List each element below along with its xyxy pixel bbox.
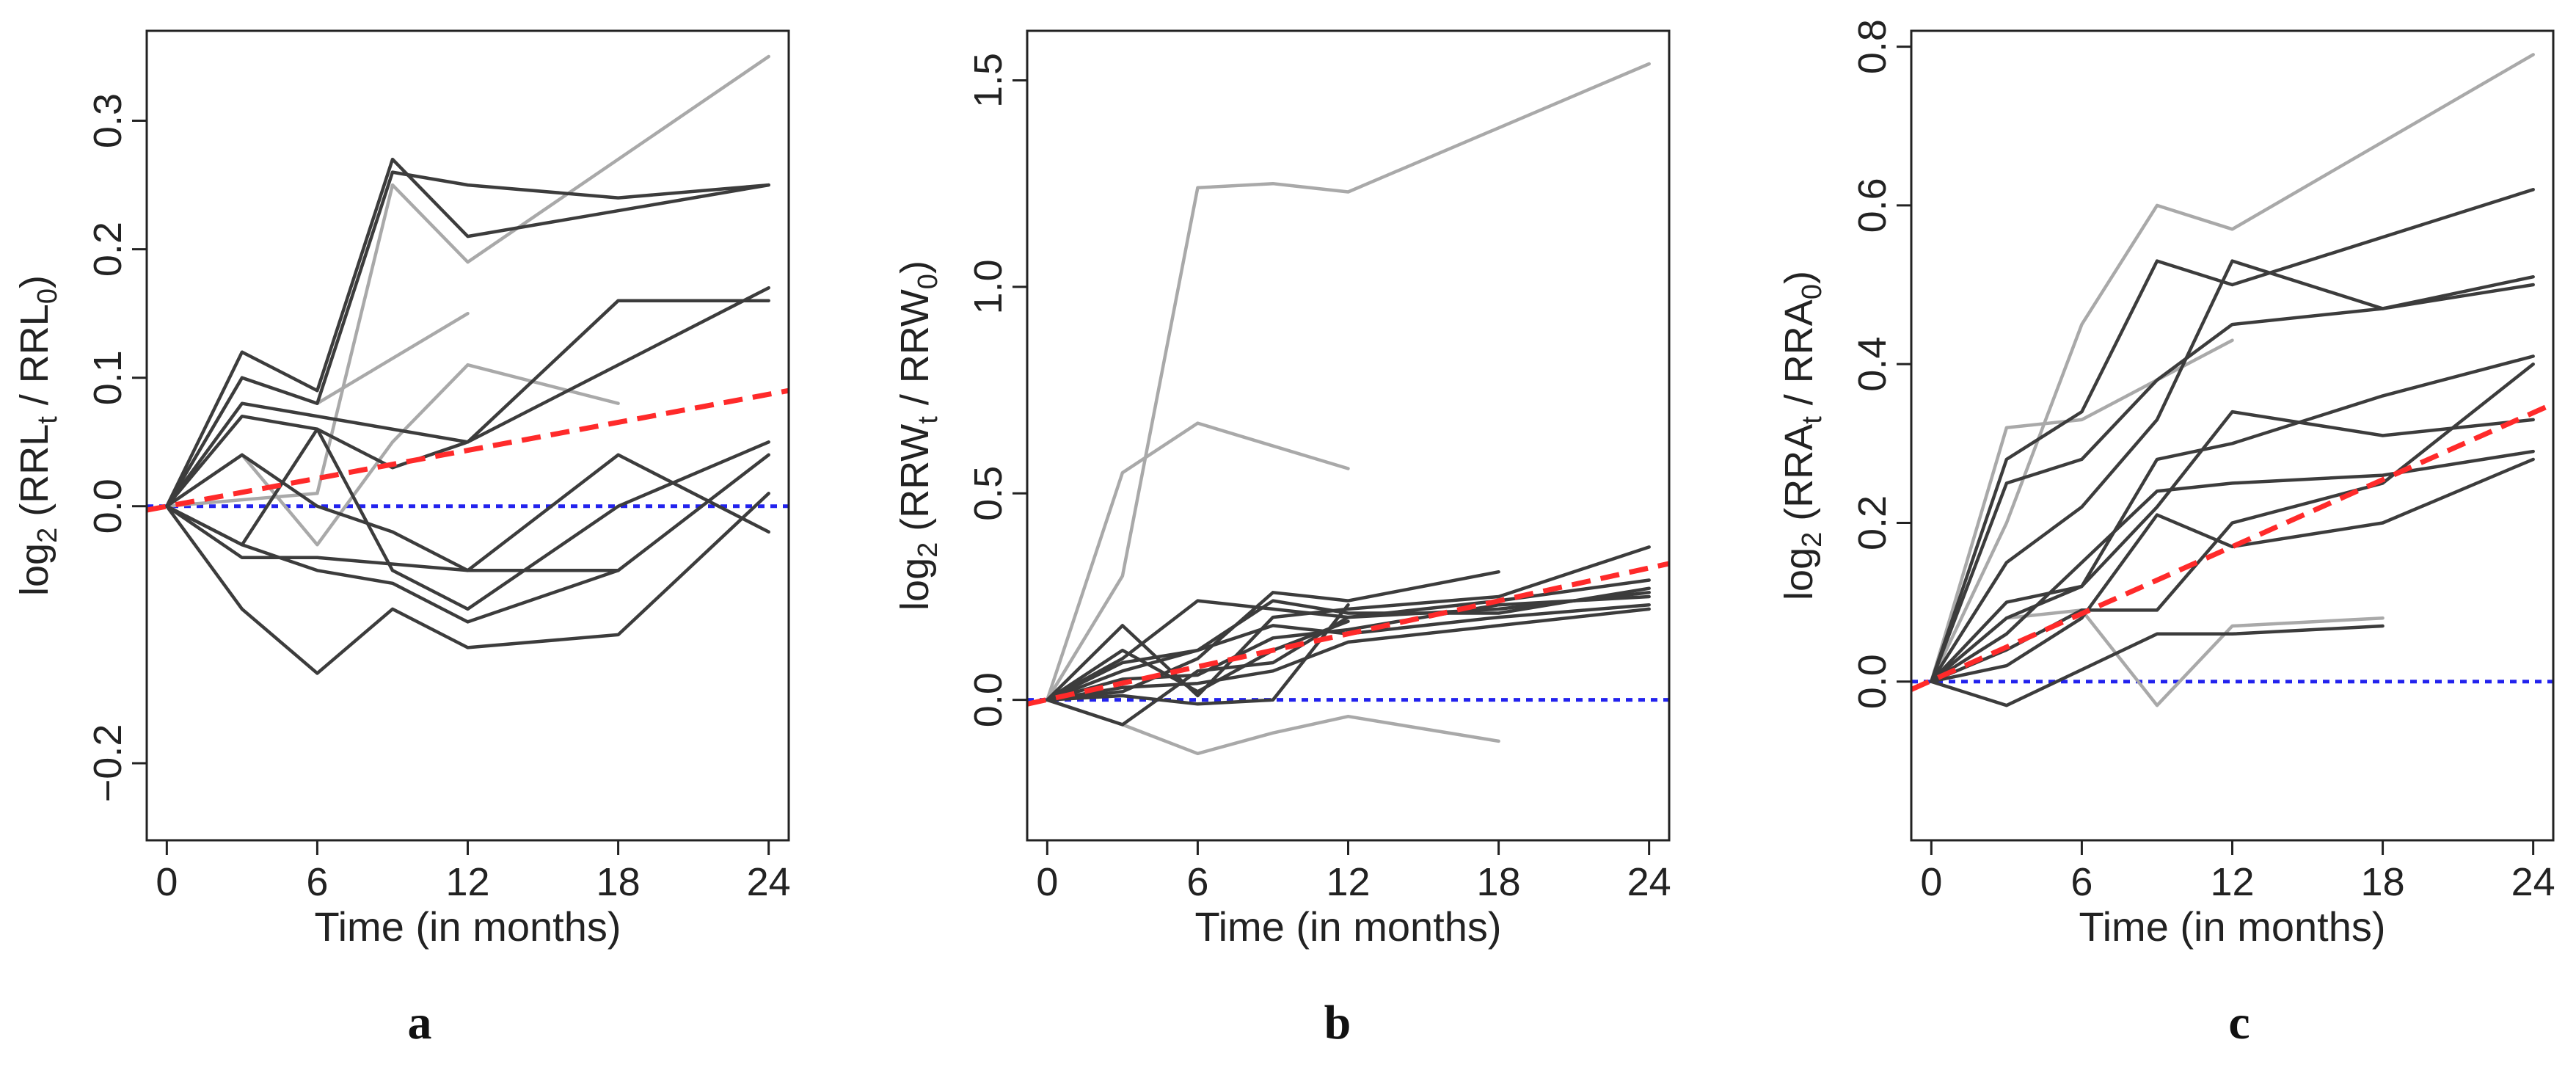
panel-a-y-axis-title-part-6: ) [12, 275, 56, 288]
panel-b-y-axis-title-part-1: 2 [913, 542, 944, 558]
panel-a-series-line-12 [165, 492, 770, 675]
panel-c-y-axis-title-part-5: 0 [1797, 284, 1828, 299]
panel-a-x-tick-label-6: 6 [306, 860, 328, 904]
panel-c-series-line-12 [1930, 624, 2385, 707]
panel-b-letter: b [1324, 996, 1351, 1049]
panel-c-x-tick-label-0: 0 [1920, 860, 1942, 904]
panel-a-y-tick-label-4: 0.3 [86, 93, 130, 148]
panel-a-y-axis-title-part-1: 2 [32, 528, 63, 543]
panel-c-series-line-11 [1930, 457, 2535, 683]
panel-c-y-axis-title-part-6: ) [1777, 271, 1821, 284]
panel-a-y-axis-title: log2 (RRLt / RRL0) [12, 275, 63, 596]
panel-b-y-axis-title-part-5: 0 [913, 274, 944, 289]
panel-c-y-axis-title: log2 (RRAt / RRA0) [1777, 271, 1828, 600]
panel-a-y-axis-title-part-0: log [12, 543, 56, 596]
panel-c-x-tick-label-6: 6 [2070, 860, 2092, 904]
panel-c-y-tick-label-0: 0.0 [1850, 654, 1894, 709]
panel-c-y-axis-title-part-2: (RRA [1777, 424, 1821, 532]
panel-a-series-line-6 [165, 299, 770, 509]
panel-a-x-tick-label-0: 0 [156, 860, 178, 904]
panel-a-letter: a [408, 996, 432, 1049]
panel-b-x-axis-title: Time (in months) [1194, 903, 1501, 950]
panel-b-x-tick-label-24: 24 [1627, 860, 1671, 904]
panel-b-series-line-10 [1046, 607, 1651, 702]
panel-a-y-axis-title-part-2: (RRL [12, 424, 56, 528]
panel-b-y-axis-title-part-0: log [893, 558, 937, 611]
panel-a-plot-area: 0 6 12 18 24 −0.2 0.0 0.1 0.2 0.3 Time (in months)… [12, 29, 791, 950]
panel-a-y-tick-label-3: 0.2 [86, 222, 130, 277]
panel-b-y-axis-title-part-6: ) [893, 261, 937, 274]
panel-a-series-line-11 [165, 504, 620, 572]
panel-c-x-tick-label-18: 18 [2361, 860, 2405, 904]
panel-b-series-line-1 [1046, 62, 1651, 702]
panel-c-series-line-7 [1930, 354, 2535, 683]
panel-c-plot-area: 0 6 12 18 24 0.0 0.2 0.4 0.6 0.8 Time (in months) l… [1777, 19, 2555, 950]
panel-c-letter: c [2228, 996, 2250, 1049]
panel-c-series-line-1 [1930, 53, 2535, 683]
panel-a-x-axis-title: Time (in months) [314, 903, 621, 950]
panel-b-series-line-8 [1046, 594, 1651, 702]
panel-b-y-tick-label-0: 0.0 [966, 672, 1010, 727]
panel-c-series-group [1930, 53, 2535, 707]
panel-b-y-tick-label-1: 0.5 [966, 466, 1010, 521]
panel-b-series-line-9 [1046, 603, 1651, 702]
panel-a-y-tick-label-1: 0.0 [86, 478, 130, 534]
panel-c-y-tick-label-2: 0.4 [1850, 337, 1894, 392]
panel-b-series-line-13 [1046, 619, 1350, 702]
panel-b-y-tick-label-3: 1.5 [966, 53, 1010, 108]
panel-c-x-axis-title: Time (in months) [2079, 903, 2385, 950]
panel-c-x-tick-label-24: 24 [2511, 860, 2555, 904]
panel-c-y-axis-title-part-0: log [1777, 547, 1821, 600]
panel-b-x-tick-label-18: 18 [1477, 860, 1521, 904]
panel-c-y-tick-label-4: 0.8 [1850, 19, 1894, 74]
panel-b-x-tick-label-0: 0 [1036, 860, 1058, 904]
panel-c-x-tick-label-12: 12 [2210, 860, 2254, 904]
panel-a-y-axis-title-part-3: t [32, 416, 63, 424]
panel-c-series-line-6 [1930, 259, 2535, 683]
panel-a-y-tick-label-0: −0.2 [86, 724, 130, 803]
panel-c-y-axis-title-part-3: t [1797, 416, 1828, 424]
panel-b-series-line-4 [1046, 545, 1651, 702]
panel-a: 0 6 12 18 24 −0.2 0.0 0.1 0.2 0.3 Time (in months)… [12, 29, 791, 1049]
panel-a-series-line-8 [165, 453, 770, 572]
panel-c-series-line-9 [1930, 449, 2535, 683]
panel-c-series-line-4 [1930, 188, 2535, 683]
panel-b-trend-line [1027, 561, 1669, 707]
panel-a-y-axis-title-part-4: / RRL [12, 304, 56, 416]
panel-b-y-axis-title-part-3: t [913, 416, 944, 424]
panel-b-y-axis-title: log2 (RRWt / RRW0) [893, 261, 944, 611]
panel-a-series-line-7 [165, 285, 770, 509]
panel-a-y-tick-label-2: 0.1 [86, 350, 130, 405]
panel-b-plot-area: 0 6 12 18 24 0.0 0.5 1.0 1.5 Time (in months) log2… [893, 29, 1671, 950]
panel-b-x-tick-label-12: 12 [1326, 860, 1370, 904]
panel-a-series-group [165, 54, 770, 675]
panel-b-y-axis-title-part-4: / RRW [893, 289, 937, 416]
panel-c-y-tick-label-3: 0.6 [1850, 178, 1894, 233]
panel-b: 0 6 12 18 24 0.0 0.5 1.0 1.5 Time (in months) log2… [893, 29, 1671, 1049]
panel-b-series-line-5 [1046, 591, 1651, 702]
panel-a-x-tick-label-18: 18 [596, 860, 641, 904]
panel-a-x-tick-label-24: 24 [747, 860, 791, 904]
panel-c-y-tick-label-1: 0.2 [1850, 495, 1894, 550]
panel-b-y-axis-title-part-2: (RRW [893, 424, 937, 542]
panel-a-y-axis-title-part-5: 0 [32, 288, 63, 304]
panel-a-trend-line [147, 387, 789, 513]
panel-c: 0 6 12 18 24 0.0 0.2 0.4 0.6 0.8 Time (in months) l… [1777, 19, 2555, 1049]
panel-b-x-tick-label-6: 6 [1186, 860, 1208, 904]
panel-c-y-axis-title-part-1: 2 [1797, 532, 1828, 547]
panel-a-x-tick-label-12: 12 [445, 860, 489, 904]
panel-c-y-axis-title-part-4: / RRA [1777, 299, 1821, 416]
panel-b-series-line-2 [1046, 421, 1350, 702]
panel-a-series-line-5 [165, 170, 770, 509]
panel-b-y-tick-label-2: 1.0 [966, 259, 1010, 314]
panel-c-series-line-8 [1930, 410, 2535, 683]
panel-a-series-line-4 [165, 157, 770, 509]
panel-b-series-line-12 [1046, 603, 1350, 706]
panel-b-series-line-11 [1046, 586, 1651, 702]
